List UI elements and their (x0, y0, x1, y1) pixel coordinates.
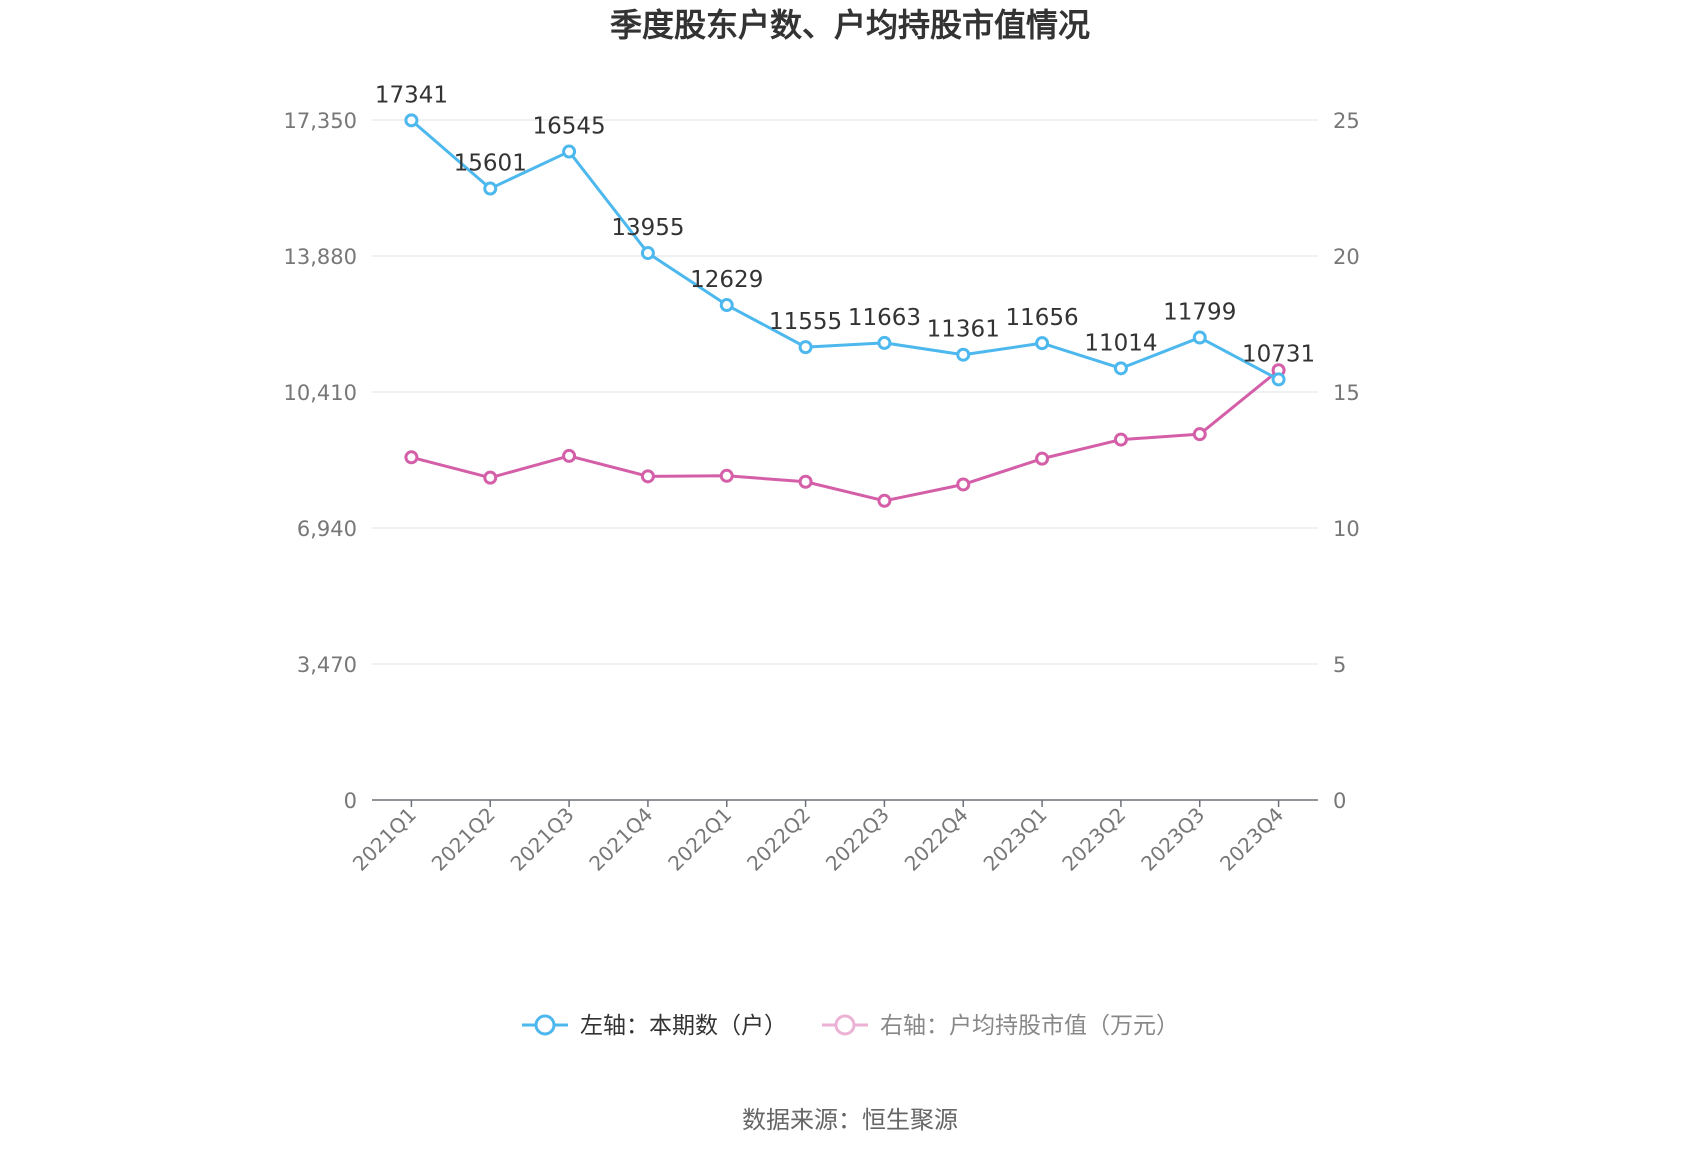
data-point-right (562, 448, 577, 463)
series-right (404, 363, 1286, 508)
data-label: 17341 (375, 82, 448, 108)
x-tick-label: 2022Q1 (663, 803, 736, 876)
left-tick-label: 6,940 (297, 517, 357, 541)
data-point-left (483, 181, 498, 196)
data-label: 11014 (1084, 330, 1157, 356)
data-point-right (404, 450, 419, 465)
x-tick-label: 2023Q2 (1057, 803, 1130, 876)
x-tick-label: 2021Q1 (348, 803, 421, 876)
data-point-right (877, 493, 892, 508)
x-tick-label: 2023Q1 (979, 803, 1052, 876)
data-label: 11656 (1005, 305, 1078, 331)
legend-right-marker-icon (834, 1014, 856, 1036)
data-point-left (1113, 361, 1128, 376)
data-point-left (562, 144, 577, 159)
left-axis: 0 3,470 6,940 10,410 13,880 17,350 (284, 109, 357, 813)
right-tick-label: 25 (1333, 109, 1360, 133)
right-tick-label: 0 (1333, 789, 1346, 813)
legend-item-left-series[interactable]: 左轴：本期数（户） (522, 1013, 787, 1039)
x-tick-label: 2022Q2 (742, 803, 815, 876)
data-label: 11361 (927, 317, 1000, 343)
x-tick-label: 2022Q3 (821, 803, 894, 876)
left-tick-label: 10,410 (284, 381, 357, 405)
right-tick-label: 20 (1333, 245, 1360, 269)
data-label: 11799 (1163, 300, 1236, 326)
x-tick-label: 2021Q3 (506, 803, 579, 876)
right-axis: 0 5 10 15 20 25 (1333, 109, 1360, 813)
x-tick-label: 2021Q4 (584, 803, 657, 876)
right-tick-label: 10 (1333, 517, 1360, 541)
left-tick-label: 17,350 (284, 109, 357, 133)
data-point-left (798, 340, 813, 355)
data-point-right (640, 469, 655, 484)
data-point-right (719, 468, 734, 483)
data-source: 数据来源：恒生聚源 (742, 1106, 958, 1134)
right-tick-label: 5 (1333, 653, 1346, 677)
data-point-left (640, 246, 655, 261)
data-label: 15601 (454, 151, 527, 177)
x-axis: 2021Q1 2021Q2 2021Q3 2021Q4 2022Q1 2022Q2 2022… (348, 799, 1318, 876)
data-point-left (1192, 330, 1207, 345)
data-label: 10731 (1242, 341, 1315, 367)
legend-left-marker-icon (534, 1014, 556, 1036)
data-label: 11663 (848, 305, 921, 331)
data-point-left (877, 335, 892, 350)
data-point-right (798, 474, 813, 489)
data-point-right (483, 470, 498, 485)
x-tick-label: 2022Q4 (900, 803, 973, 876)
x-tick-label: 2023Q4 (1215, 803, 1288, 876)
data-point-left (1271, 372, 1286, 387)
data-point-right (1192, 427, 1207, 442)
data-label: 12629 (690, 267, 763, 293)
data-point-right (956, 477, 971, 492)
data-label: 13955 (611, 215, 684, 241)
legend-item-right-series[interactable]: 右轴：户均持股市值（万元） (822, 1013, 1179, 1039)
data-point-left (719, 298, 734, 313)
chart-title: 季度股东户数、户均持股市值情况 (610, 6, 1090, 44)
data-label: 16545 (532, 114, 605, 140)
data-point-right (1113, 432, 1128, 447)
x-tick-label: 2023Q3 (1136, 803, 1209, 876)
legend-right-label: 右轴：户均持股市值（万元） (880, 1013, 1179, 1039)
data-label: 11555 (769, 309, 842, 335)
grid-lines (372, 119, 1318, 665)
data-point-right (1035, 451, 1050, 466)
legend[interactable]: 左轴：本期数（户） 右轴：户均持股市值（万元） (522, 1013, 1179, 1039)
data-point-left (956, 347, 971, 362)
left-tick-label: 13,880 (284, 245, 357, 269)
series-line-left (410, 119, 1280, 381)
data-point-left (1035, 336, 1050, 351)
series-line-right (411, 369, 1280, 503)
left-tick-label: 3,470 (297, 653, 357, 677)
legend-left-label: 左轴：本期数（户） (580, 1013, 787, 1039)
x-tick-label: 2021Q2 (427, 803, 500, 876)
left-tick-label: 0 (344, 789, 357, 813)
data-point-left (404, 113, 419, 128)
right-tick-label: 15 (1333, 381, 1360, 405)
